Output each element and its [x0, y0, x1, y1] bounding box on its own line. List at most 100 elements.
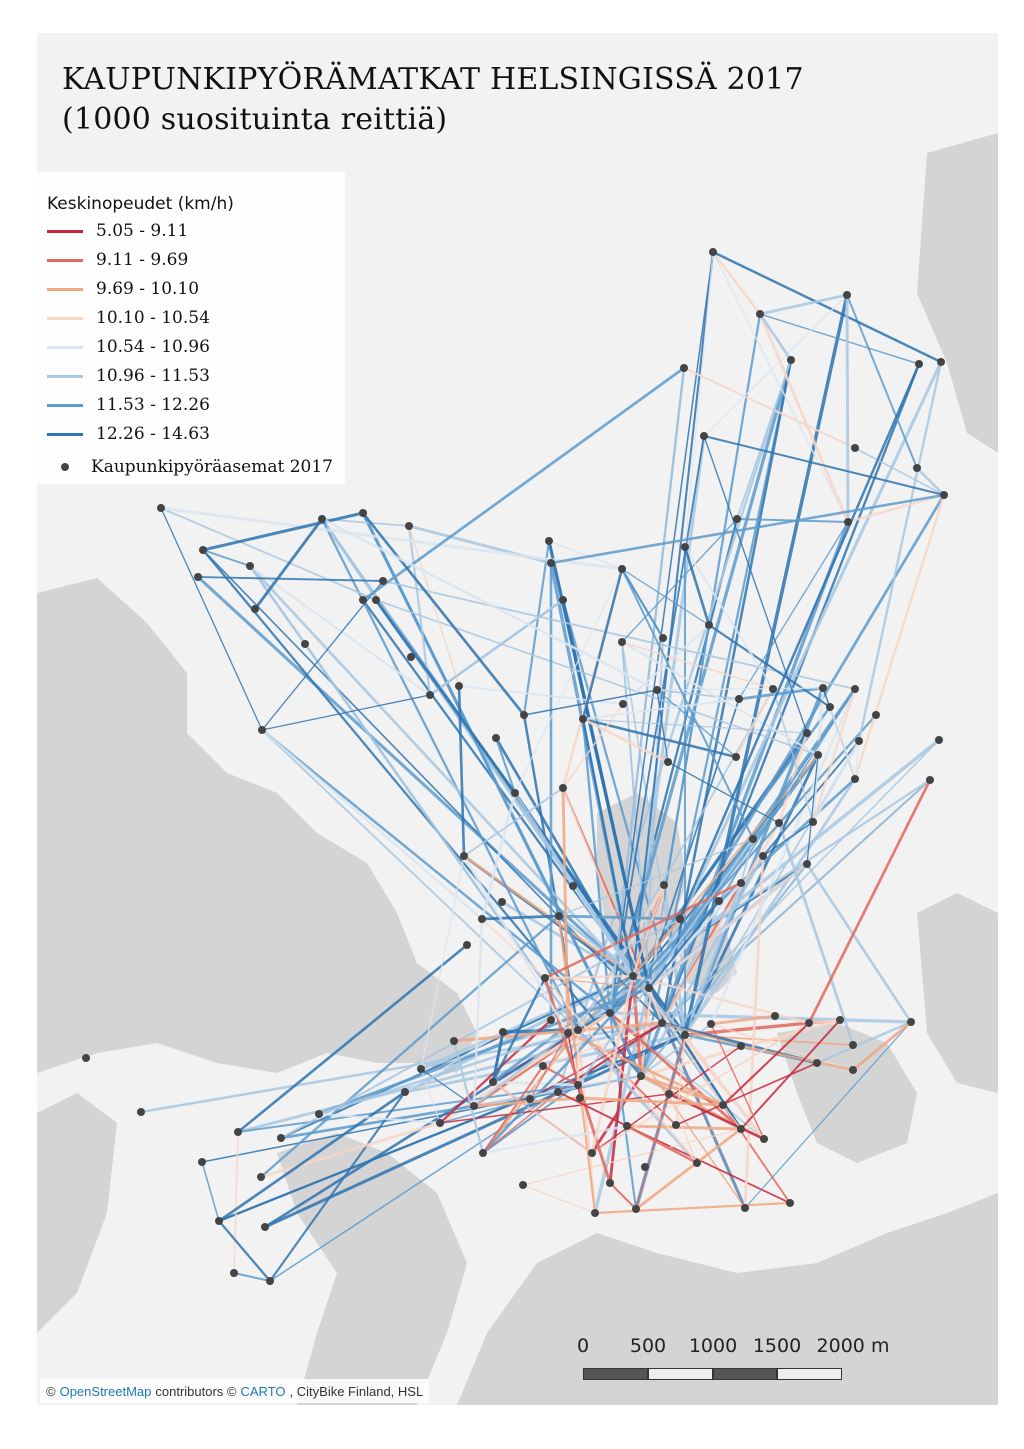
bike-station[interactable] [937, 358, 945, 366]
bike-station[interactable] [819, 684, 827, 692]
bike-station[interactable] [569, 882, 577, 890]
bike-station[interactable] [735, 695, 743, 703]
bike-station[interactable] [407, 653, 415, 661]
carto-link[interactable]: CARTO [240, 1383, 286, 1399]
bike-station[interactable] [664, 758, 672, 766]
bike-station[interactable] [705, 621, 713, 629]
bike-station[interactable] [637, 1072, 645, 1080]
bike-station[interactable] [547, 1016, 555, 1024]
bike-station[interactable] [157, 504, 165, 512]
bike-station[interactable] [737, 1125, 745, 1133]
bike-station[interactable] [872, 711, 880, 719]
bike-station[interactable] [660, 881, 668, 889]
bike-station[interactable] [492, 734, 500, 742]
bike-station[interactable] [559, 784, 567, 792]
bike-station[interactable] [359, 509, 367, 517]
bike-station[interactable] [460, 852, 468, 860]
bike-station[interactable] [588, 1149, 596, 1157]
bike-station[interactable] [606, 1009, 614, 1017]
bike-station[interactable] [814, 751, 822, 759]
bike-station[interactable] [426, 691, 434, 699]
bike-station[interactable] [926, 776, 934, 784]
bike-station[interactable] [803, 860, 811, 868]
bike-station[interactable] [658, 1019, 666, 1027]
bike-station[interactable] [261, 1223, 269, 1231]
bike-station[interactable] [907, 1018, 915, 1026]
bike-station[interactable] [564, 1029, 572, 1037]
bike-station[interactable] [618, 565, 626, 573]
bike-station[interactable] [230, 1269, 238, 1277]
bike-station[interactable] [591, 1209, 599, 1217]
bike-station[interactable] [826, 703, 834, 711]
bike-station[interactable] [813, 1059, 821, 1067]
bike-station[interactable] [234, 1128, 242, 1136]
osm-link[interactable]: OpenStreetMap [59, 1383, 152, 1399]
bike-station[interactable] [574, 1026, 582, 1034]
bike-station[interactable] [809, 818, 817, 826]
bike-station[interactable] [681, 543, 689, 551]
bike-station[interactable] [215, 1217, 223, 1225]
bike-station[interactable] [732, 753, 740, 761]
bike-station[interactable] [737, 1042, 745, 1050]
bike-station[interactable] [737, 879, 745, 887]
bike-station[interactable] [417, 1065, 425, 1073]
bike-station[interactable] [756, 310, 764, 318]
bike-station[interactable] [266, 1277, 274, 1285]
bike-station[interactable] [606, 1179, 614, 1187]
bike-station[interactable] [405, 522, 413, 530]
bike-station[interactable] [715, 897, 723, 905]
bike-station[interactable] [759, 852, 767, 860]
bike-station[interactable] [771, 1012, 779, 1020]
bike-station[interactable] [526, 1095, 534, 1103]
bike-station[interactable] [709, 248, 717, 256]
bike-station[interactable] [619, 700, 627, 708]
bike-station[interactable] [251, 605, 259, 613]
bike-station[interactable] [659, 634, 667, 642]
bike-station[interactable] [749, 835, 757, 843]
bike-station[interactable] [935, 736, 943, 744]
bike-station[interactable] [632, 1205, 640, 1213]
bike-station[interactable] [511, 789, 519, 797]
bike-station[interactable] [318, 515, 326, 523]
bike-station[interactable] [700, 432, 708, 440]
bike-station[interactable] [450, 1037, 458, 1045]
bike-station[interactable] [681, 1031, 689, 1039]
bike-station[interactable] [194, 573, 202, 581]
bike-station[interactable] [555, 912, 563, 920]
bike-station[interactable] [844, 518, 852, 526]
bike-station[interactable] [401, 1088, 409, 1096]
bike-station[interactable] [769, 685, 777, 693]
bike-station[interactable] [198, 1158, 206, 1166]
bike-station[interactable] [849, 1041, 857, 1049]
bike-station[interactable] [913, 464, 921, 472]
bike-station[interactable] [645, 984, 653, 992]
bike-station[interactable] [554, 1088, 562, 1096]
bike-station[interactable] [547, 559, 555, 567]
bike-station[interactable] [786, 1199, 794, 1207]
bike-station[interactable] [855, 737, 863, 745]
bike-station[interactable] [82, 1054, 90, 1062]
bike-station[interactable] [559, 596, 567, 604]
bike-station[interactable] [787, 356, 795, 364]
bike-station[interactable] [836, 1016, 844, 1024]
bike-station[interactable] [843, 291, 851, 299]
bike-station[interactable] [693, 1159, 701, 1167]
bike-station[interactable] [741, 1204, 749, 1212]
bike-station[interactable] [576, 1094, 584, 1102]
bike-station[interactable] [733, 515, 741, 523]
bike-station[interactable] [455, 682, 463, 690]
bike-station[interactable] [463, 941, 471, 949]
bike-station[interactable] [379, 577, 387, 585]
bike-station[interactable] [805, 1019, 813, 1027]
bike-station[interactable] [479, 1149, 487, 1157]
bike-station[interactable] [137, 1108, 145, 1116]
bike-station[interactable] [301, 640, 309, 648]
bike-station[interactable] [257, 1173, 265, 1181]
bike-station[interactable] [489, 1078, 497, 1086]
bike-station[interactable] [579, 715, 587, 723]
bike-station[interactable] [719, 1101, 727, 1109]
bike-station[interactable] [315, 1110, 323, 1118]
bike-station[interactable] [478, 915, 486, 923]
bike-station[interactable] [520, 711, 528, 719]
bike-station[interactable] [623, 1122, 631, 1130]
